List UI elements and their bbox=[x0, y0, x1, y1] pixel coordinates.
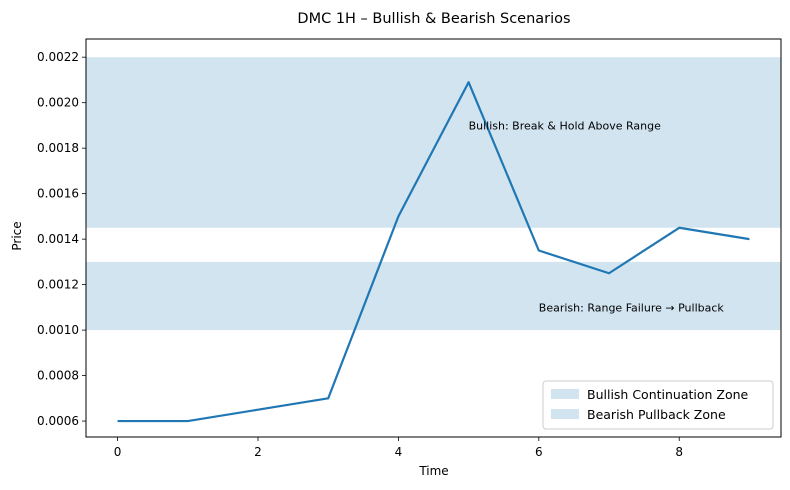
zones-layer bbox=[86, 57, 781, 331]
x-tick-label: 0 bbox=[114, 445, 122, 459]
y-axis-label: Price bbox=[10, 221, 24, 250]
legend-swatch bbox=[551, 409, 579, 419]
legend: Bullish Continuation Zone Bearish Pullbac… bbox=[542, 380, 774, 430]
x-tick-label: 8 bbox=[675, 445, 683, 459]
legend-box bbox=[542, 380, 774, 430]
zone-band-1 bbox=[86, 57, 781, 228]
y-tick-label: 0.0018 bbox=[37, 141, 79, 155]
chart-title: DMC 1H – Bullish & Bearish Scenarios bbox=[297, 11, 570, 27]
x-axis-label: Time bbox=[418, 464, 448, 478]
x-tick-label: 4 bbox=[395, 445, 403, 459]
zone-band-2 bbox=[86, 261, 781, 331]
y-tick-label: 0.0022 bbox=[37, 50, 79, 64]
x-tick-label: 6 bbox=[535, 445, 543, 459]
y-tick-label: 0.0010 bbox=[37, 323, 79, 337]
x-axis-ticks: 0 2 4 6 8 bbox=[114, 437, 683, 459]
legend-swatch bbox=[551, 389, 579, 399]
line-layer bbox=[117, 81, 750, 423]
annotation-1: Bullish: Break & Hold Above Range bbox=[469, 119, 662, 132]
y-tick-label: 0.0016 bbox=[37, 187, 79, 201]
annotation-2: Bearish: Range Failure → Pullback bbox=[539, 301, 725, 314]
series-line-1 bbox=[117, 81, 750, 423]
legend-label: Bullish Continuation Zone bbox=[587, 387, 749, 402]
y-tick-label: 0.0014 bbox=[37, 232, 79, 246]
plot-frame bbox=[85, 38, 782, 438]
legend-label: Bearish Pullback Zone bbox=[587, 407, 726, 422]
y-tick-label: 0.0008 bbox=[37, 369, 79, 383]
y-tick-label: 0.0012 bbox=[37, 278, 79, 292]
y-axis-ticks: 0.0006 0.0008 0.0010 0.0012 0.0014 0.0016 0.00… bbox=[37, 50, 86, 428]
y-tick-label: 0.0020 bbox=[37, 96, 79, 110]
x-tick-label: 2 bbox=[254, 445, 262, 459]
annotations-layer: Bullish: Break & Hold Above Range Bearish… bbox=[469, 119, 725, 314]
y-tick-label: 0.0006 bbox=[37, 414, 79, 428]
